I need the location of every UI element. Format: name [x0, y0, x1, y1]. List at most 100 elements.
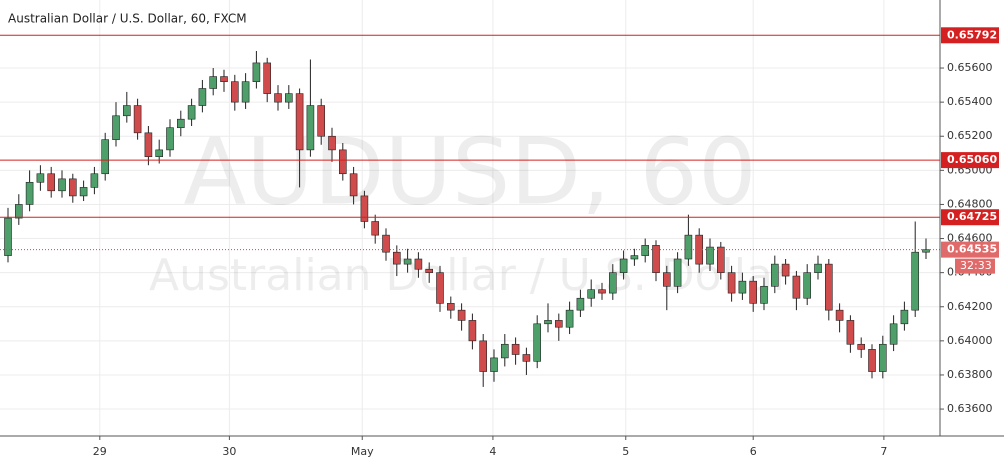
- level-label-box: [941, 152, 999, 169]
- candle-body: [554, 320, 563, 328]
- candle-body: [922, 249, 930, 253]
- candle-body: [220, 76, 228, 82]
- candle-body: [360, 195, 369, 222]
- candle-body: [392, 251, 401, 265]
- level-label: 0.65792: [947, 28, 997, 41]
- candle-body: [868, 349, 876, 372]
- candle-body: [770, 263, 779, 287]
- candle-body: [760, 285, 768, 304]
- candle-body: [338, 149, 347, 175]
- countdown-box: [955, 258, 995, 274]
- candle-body: [328, 135, 336, 151]
- candle-body: [652, 245, 660, 273]
- candle-body: [4, 217, 12, 256]
- candle-body: [511, 343, 520, 355]
- candle-body: [522, 354, 531, 362]
- y-tick-label: 0.65400: [947, 95, 993, 108]
- candle-body: [878, 343, 887, 372]
- candle-body: [706, 246, 714, 265]
- y-tick-label: 0.64800: [947, 197, 993, 210]
- candle-body: [166, 127, 174, 151]
- plot: [0, 34, 940, 387]
- chart-title: Australian Dollar / U.S. Dollar, 60, FXC…: [8, 12, 247, 26]
- candle-body: [209, 76, 217, 89]
- candle-body: [684, 234, 693, 260]
- last-price-box: [941, 241, 999, 258]
- candle-body: [749, 280, 758, 304]
- candle-body: [608, 272, 617, 294]
- candle-body: [231, 81, 239, 103]
- x-tick-label: May: [351, 445, 374, 458]
- candle-body: [857, 343, 866, 350]
- candle-body: [436, 272, 444, 304]
- candle-body: [457, 309, 466, 321]
- candle-body: [155, 149, 163, 158]
- candle-body: [371, 221, 380, 236]
- candle-body: [673, 258, 682, 287]
- x-tick-label: 6: [750, 445, 757, 458]
- candle-body: [846, 320, 855, 345]
- candle-body: [58, 178, 66, 192]
- candle-body: [295, 93, 304, 151]
- candle-body: [112, 115, 120, 140]
- candle-body: [274, 93, 282, 103]
- candle-body: [446, 303, 455, 311]
- candle-body: [911, 251, 920, 311]
- y-tick-label: 0.65600: [947, 61, 993, 74]
- candle-body: [781, 263, 790, 277]
- candle-body: [25, 181, 34, 205]
- candle-body: [889, 323, 898, 345]
- candle-body: [15, 204, 23, 219]
- candle-body: [144, 132, 153, 158]
- candle-body: [403, 258, 412, 265]
- candle-body: [79, 187, 88, 197]
- candle-body: [565, 309, 574, 328]
- x-tick-label: 5: [622, 445, 629, 458]
- y-tick-label: 0.64000: [947, 334, 993, 347]
- level-label: 0.65060: [947, 153, 997, 166]
- candle-body: [479, 340, 488, 372]
- candle-body: [544, 320, 552, 325]
- candle-body: [500, 343, 509, 359]
- candle-body: [662, 272, 671, 287]
- candle-body: [803, 272, 812, 299]
- candle-body: [241, 81, 250, 103]
- candle-body: [824, 263, 833, 311]
- candle-body: [47, 173, 56, 192]
- candle-body: [576, 297, 585, 311]
- candle-body: [284, 93, 293, 103]
- candle-body: [727, 272, 736, 294]
- candle-body: [587, 289, 596, 299]
- candle-body: [641, 245, 650, 256]
- candle-body: [792, 275, 801, 299]
- candle-body: [133, 105, 142, 134]
- candle-body: [425, 268, 434, 273]
- y-tick-label: 0.65200: [947, 129, 993, 142]
- watermark-symbol: AUDUSD, 60: [183, 118, 756, 225]
- candle-body: [263, 62, 272, 94]
- countdown: 32:33: [960, 259, 992, 272]
- candle-body: [198, 88, 207, 106]
- y-tick-label: 0.63600: [947, 402, 993, 415]
- candle-body: [468, 320, 477, 342]
- y-tick-label: 0.64600: [947, 232, 993, 245]
- level-label: 0.64725: [947, 210, 997, 223]
- candle-body: [382, 234, 390, 253]
- candle-body: [630, 255, 639, 260]
- candle-body: [533, 323, 542, 362]
- candle-body: [252, 62, 261, 82]
- level-label-box: [941, 209, 999, 226]
- x-tick-label: 4: [489, 445, 496, 458]
- x-tick-label: 7: [880, 445, 887, 458]
- candle-body: [187, 105, 196, 120]
- x-tick-label: 29: [93, 445, 107, 458]
- axes: 0.656000.654000.652000.650000.648000.646…: [93, 27, 999, 458]
- candle-body: [414, 258, 423, 270]
- candle-body: [716, 246, 725, 273]
- candle-body: [177, 118, 185, 129]
- candle-body: [598, 289, 606, 294]
- candle-body: [900, 309, 909, 325]
- candle-body: [619, 258, 628, 273]
